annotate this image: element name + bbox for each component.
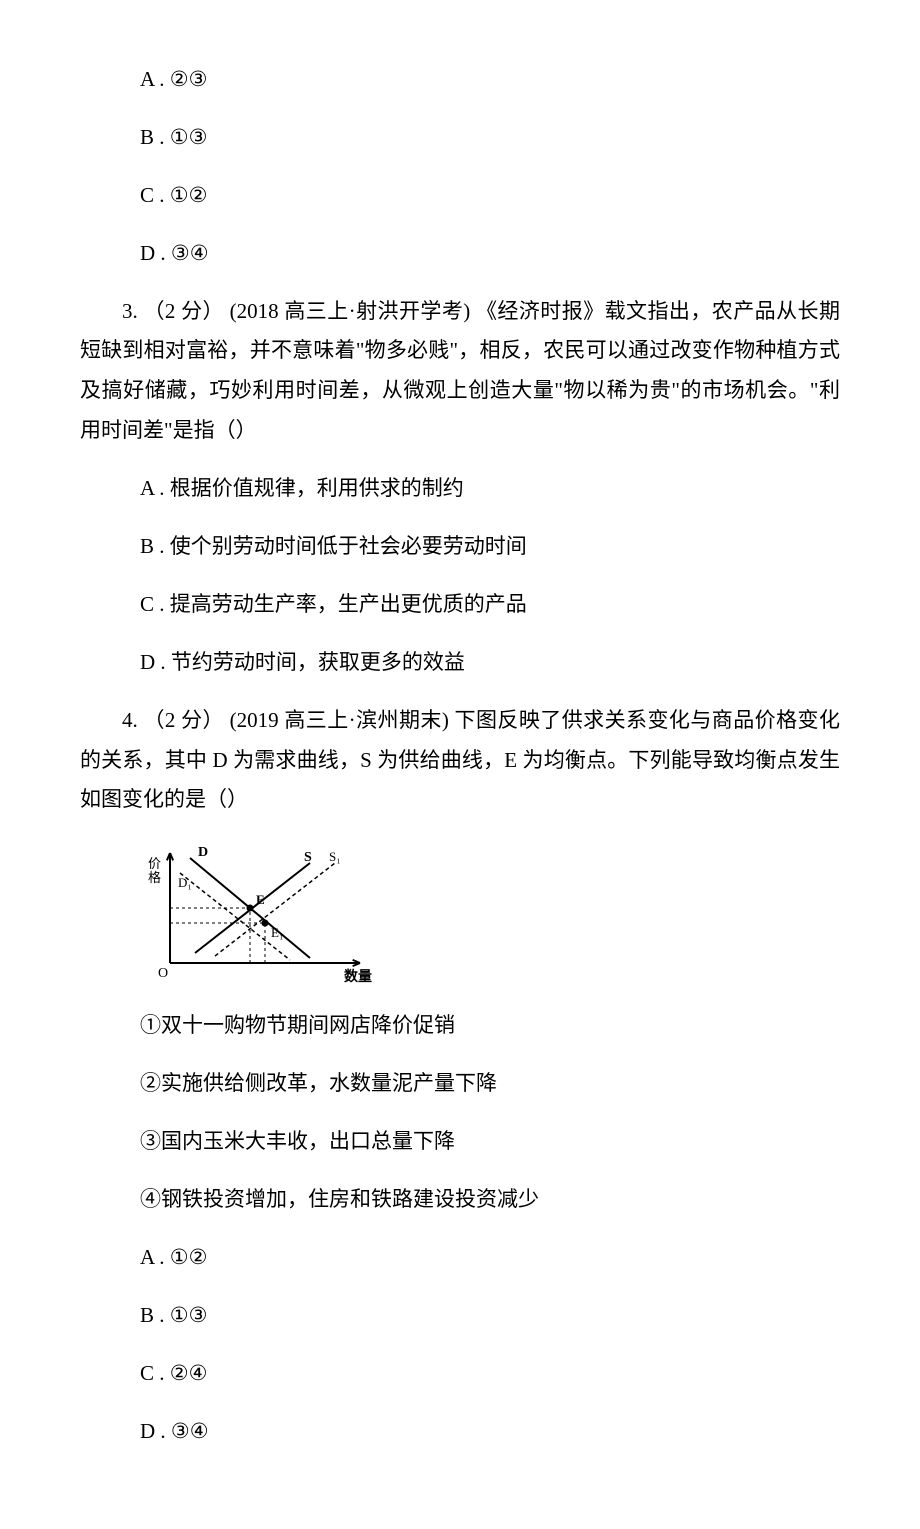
q4-text: 4. （2 分） (2019 高三上·滨州期末) 下图反映了供求关系变化与商品价… — [80, 701, 840, 821]
svg-text:价: 价 — [148, 856, 161, 871]
q3-option-b: B . 使个别劳动时间低于社会必要劳动时间 — [140, 527, 840, 567]
q3-option-d: D . 节约劳动时间，获取更多的效益 — [140, 643, 840, 683]
q4-item-2: ②实施供给侧改革，水数量泥产量下降 — [140, 1064, 840, 1104]
svg-text:数量: 数量 — [344, 968, 372, 985]
q3-text: 3. （2 分） (2018 高三上·射洪开学考) 《经济时报》载文指出，农产品… — [80, 292, 840, 452]
svg-text:S: S — [304, 850, 312, 865]
svg-text:格: 格 — [148, 870, 161, 885]
svg-text:S₁: S₁ — [329, 849, 341, 864]
q2-option-a: A . ②③ — [140, 60, 840, 100]
q4-item-3: ③国内玉米大丰收，出口总量下降 — [140, 1122, 840, 1162]
q3-option-c: C . 提高劳动生产率，生产出更优质的产品 — [140, 585, 840, 625]
q4-item-1: ①双十一购物节期间网店降价促销 — [140, 1006, 840, 1046]
q2-option-d: D . ③④ — [140, 234, 840, 274]
q2-option-b: B . ①③ — [140, 118, 840, 158]
svg-text:E: E — [256, 892, 265, 907]
svg-text:D₁: D₁ — [178, 875, 192, 890]
svg-text:O: O — [158, 966, 168, 981]
q4-option-d: D . ③④ — [140, 1412, 840, 1452]
q4-option-c: C . ②④ — [140, 1354, 840, 1394]
svg-text:E₁: E₁ — [271, 925, 283, 940]
q4-item-4: ④钢铁投资增加，住房和铁路建设投资减少 — [140, 1180, 840, 1220]
q4-option-a: A . ①② — [140, 1238, 840, 1278]
svg-text:D: D — [198, 845, 208, 860]
q4-chart: 价格 D D₁ S S₁ E E₁ O 数量 — [140, 838, 840, 988]
q2-option-c: C . ①② — [140, 176, 840, 216]
q3-option-a: A . 根据价值规律，利用供求的制约 — [140, 469, 840, 509]
